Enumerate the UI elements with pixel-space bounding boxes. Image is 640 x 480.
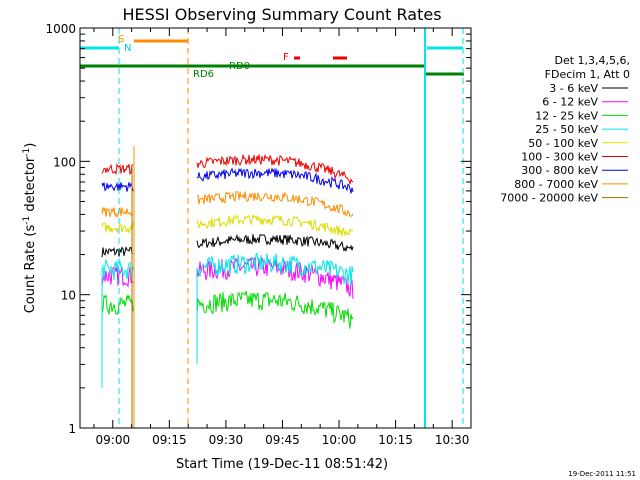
night-label: N	[124, 43, 131, 54]
series-line	[196, 166, 354, 194]
legend-header-1: Det 1,3,4,5,6,	[554, 54, 630, 67]
x-tick-label: 09:45	[265, 433, 300, 447]
y-axis-label-sup1: -1	[22, 216, 32, 225]
axes: 09:00 09:15 09:30 09:45 10:00 10:15 10:30 1 10 10…	[45, 22, 471, 447]
series-line	[196, 290, 354, 329]
series-line	[101, 294, 134, 315]
y-tick-label: 1	[68, 422, 76, 436]
series-line	[101, 206, 134, 219]
saa-label: S	[118, 34, 124, 45]
legend-item-label: 12 - 25 keV	[535, 109, 598, 122]
x-tick-label: 09:15	[152, 433, 187, 447]
legend-header-2: FDecim 1, Att 0	[545, 68, 630, 81]
flag-bars	[80, 39, 464, 76]
series-line	[196, 153, 354, 185]
chart-title: HESSI Observing Summary Count Rates	[122, 5, 441, 24]
series-line	[196, 191, 354, 217]
x-tick-label: 09:00	[96, 433, 131, 447]
y-tick-label: 10	[61, 289, 76, 303]
x-tick-label: 09:30	[209, 433, 244, 447]
flare-label: F	[283, 52, 289, 63]
legend-item-label: 300 - 800 keV	[521, 164, 598, 177]
rd6-label: RD6	[193, 69, 214, 80]
series-line	[196, 233, 354, 253]
series-line	[101, 258, 134, 280]
y-axis-label-main: Count Rate (s	[23, 225, 38, 314]
series-line	[196, 256, 354, 299]
x-tick-label: 10:30	[435, 433, 470, 447]
x-tick-label: 10:15	[378, 433, 413, 447]
series-line	[196, 213, 354, 237]
y-axis-label: Count Rate (s-1 detector-1)	[22, 143, 38, 314]
x-axis-label: Start Time (19-Dec-11 08:51:42)	[176, 457, 388, 472]
series-line	[101, 162, 134, 176]
series-line	[101, 266, 134, 288]
legend-item-label: 50 - 100 keV	[528, 137, 598, 150]
timestamp: 19-Dec-2011 11:51	[568, 470, 636, 478]
orbit-markers	[118, 28, 464, 428]
series-line	[101, 245, 134, 258]
series-line	[196, 252, 354, 286]
legend-item-label: 6 - 12 keV	[542, 96, 598, 109]
y-axis-label-sup2: -1	[22, 148, 32, 157]
y-tick-label: 1000	[45, 22, 76, 36]
y-axis-label-end: )	[23, 143, 38, 148]
legend-item-label: 3 - 6 keV	[549, 82, 598, 95]
rd0-label: RD0	[229, 61, 250, 72]
y-axis-label-mid: detector	[23, 156, 38, 216]
plot-frame	[79, 27, 472, 429]
legend-item-label: 100 - 300 keV	[521, 151, 598, 164]
series-line	[101, 222, 134, 234]
legend-item-label: 25 - 50 keV	[535, 123, 598, 136]
series-line	[101, 181, 134, 192]
x-tick-label: 10:00	[322, 433, 357, 447]
legend-item-label: 800 - 7000 keV	[514, 178, 598, 191]
series-lines	[101, 146, 354, 428]
legend-item-label: 7000 - 20000 keV	[500, 192, 598, 205]
legend: Det 1,3,4,5,6, FDecim 1, Att 0 3 - 6 keV…	[500, 54, 630, 205]
y-tick-label: 100	[53, 155, 76, 169]
